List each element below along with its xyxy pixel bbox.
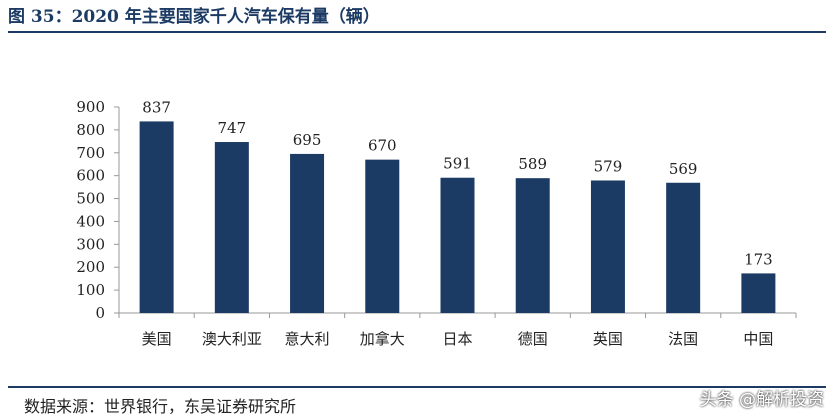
figure-title: 图 35：2020 年主要国家千人汽车保有量（辆） [8,7,380,27]
watermark: 头条 @解析投资 [699,390,824,410]
y-tick-label: 300 [76,235,105,253]
bar-6 [590,180,625,313]
footer-rule [8,386,826,388]
value-label-8: 173 [744,250,773,268]
category-label-7: 法国 [668,330,698,348]
category-label-2: 意大利 [285,330,330,348]
bar-3 [365,159,400,313]
value-label-5: 589 [518,155,547,173]
category-label-0: 美国 [142,330,172,348]
value-label-7: 569 [669,160,698,178]
value-label-2: 695 [293,131,322,149]
value-label-4: 591 [443,155,472,173]
category-labels: 美国 澳大利亚 意大利 加拿大 日本 德国 英国 法国 中国 [142,330,774,348]
category-label-4: 日本 [442,330,472,348]
y-tick-label: 400 [76,212,105,230]
bar-8 [741,273,776,313]
y-axis: 0 100 200 300 400 500 600 700 800 900 [76,98,797,322]
source-note: 数据来源：世界银行，东吴证券研究所 [24,397,297,416]
title-rule [8,31,826,33]
bar-2 [290,153,325,313]
value-label-6: 579 [594,157,623,175]
y-tick-label: 900 [76,98,105,116]
value-labels: 837 747 695 670 591 589 579 569 173 [142,98,772,268]
bar-0 [139,121,174,313]
category-label-8: 中国 [743,330,773,348]
y-tick-label: 0 [95,304,105,322]
value-label-3: 670 [368,137,397,155]
category-label-5: 德国 [518,330,548,348]
y-tick-label: 700 [76,144,105,162]
bar-4 [440,177,475,313]
y-tick-label: 500 [76,190,105,208]
value-label-0: 837 [142,98,171,116]
bar-1 [214,142,249,313]
bar-chart: 0 100 200 300 400 500 600 700 800 900 837 747 695 67… [76,98,797,348]
category-label-1: 澳大利亚 [202,330,262,348]
y-tick-label: 200 [76,258,105,276]
value-label-1: 747 [218,119,247,137]
category-label-6: 英国 [593,330,623,348]
bar-5 [515,178,550,313]
y-tick-label: 600 [76,167,105,185]
y-tick-label: 800 [76,121,105,139]
category-label-3: 加拿大 [360,330,405,348]
y-tick-label: 100 [76,281,105,299]
bars [139,121,776,313]
bar-7 [666,182,701,313]
